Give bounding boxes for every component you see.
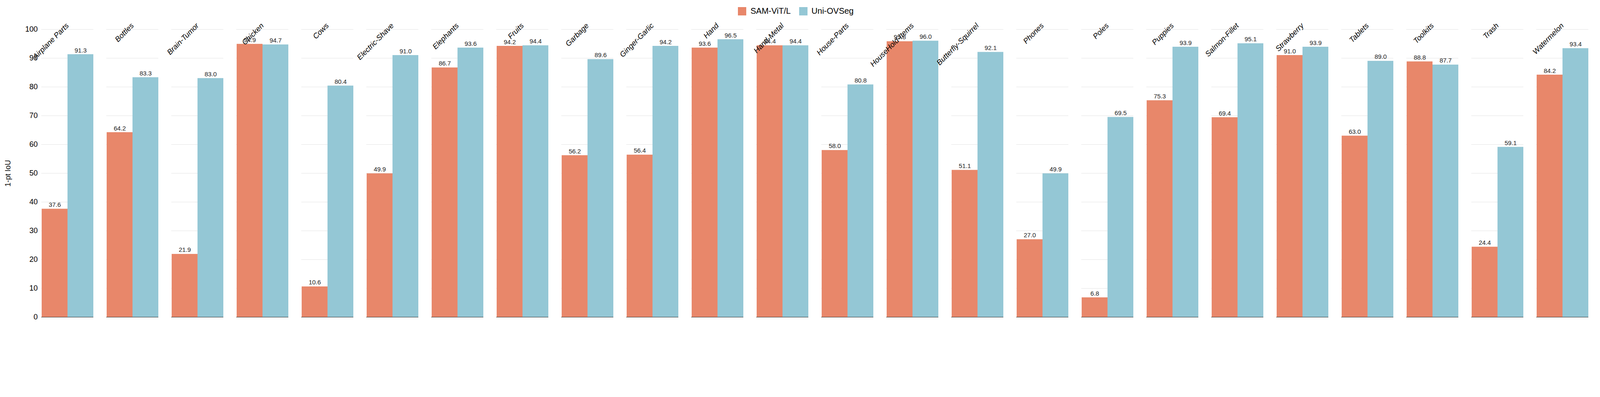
svg-text:70: 70 [29,111,38,120]
svg-text:59.1: 59.1 [1504,139,1517,147]
svg-text:Toolkits: Toolkits [1411,21,1436,45]
svg-text:Hand: Hand [701,21,721,40]
svg-text:94.4: 94.4 [529,37,542,45]
svg-text:96.0: 96.0 [919,32,932,40]
svg-text:80.4: 80.4 [334,77,347,85]
svg-text:Trash: Trash [1481,21,1501,41]
svg-text:94.4: 94.4 [789,37,802,45]
svg-text:Butterfly-Squirrel: Butterfly-Squirrel [935,21,981,68]
svg-text:6.8: 6.8 [1090,289,1100,297]
svg-text:93.6: 93.6 [464,40,477,48]
svg-text:HouseHold-Items: HouseHold-Items [868,21,915,68]
svg-text:Fruits: Fruits [506,21,526,41]
svg-text:89.6: 89.6 [594,51,607,59]
svg-text:Elephants: Elephants [430,21,461,51]
svg-text:1-pt IoU: 1-pt IoU [3,159,13,187]
svg-text:87.7: 87.7 [1439,56,1452,64]
svg-text:91.0: 91.0 [1283,47,1296,55]
svg-text:93.9: 93.9 [1179,39,1192,47]
svg-text:House-Parts: House-Parts [815,21,851,57]
svg-text:10: 10 [29,283,38,293]
svg-text:93.9: 93.9 [1309,39,1322,47]
svg-text:Hand-Metal: Hand-Metal [752,21,786,55]
svg-text:94.4: 94.4 [763,37,776,45]
svg-text:40: 40 [29,197,38,206]
svg-text:95.8: 95.8 [893,33,906,41]
svg-text:60: 60 [29,140,38,149]
html-text:Uni-OVSeg: Uni-OVSeg [811,6,854,16]
svg-text:Ginger-Garlic: Ginger-Garlic [617,21,656,59]
svg-text:Cows: Cows [311,21,331,41]
svg-text:91.0: 91.0 [399,47,412,55]
svg-text:94.7: 94.7 [269,36,282,44]
svg-text:Airplane Parts: Airplane Parts [30,21,71,61]
svg-text:69.4: 69.4 [1218,109,1231,117]
svg-text:93.6: 93.6 [698,40,711,48]
svg-text:63.0: 63.0 [1348,127,1361,135]
svg-text:96.5: 96.5 [724,31,737,39]
svg-text:Salmon-Fillet: Salmon-Fillet [1203,21,1241,59]
svg-text:Brain-Tumor: Brain-Tumor [165,21,201,57]
svg-text:Electric-Shave: Electric-Shave [355,21,396,62]
svg-text:Tablets: Tablets [1347,21,1371,45]
svg-text:100: 100 [25,25,38,34]
svg-text:91.3: 91.3 [74,46,87,54]
svg-text:58.0: 58.0 [828,142,841,150]
svg-text:Poles: Poles [1091,21,1111,41]
svg-text:0: 0 [33,312,38,321]
svg-text:84.2: 84.2 [1543,67,1556,75]
svg-text:94.2: 94.2 [503,38,516,46]
svg-text:93.4: 93.4 [1569,40,1582,48]
svg-text:10.6: 10.6 [308,278,321,286]
svg-text:86.7: 86.7 [438,59,451,67]
svg-text:95.1: 95.1 [1244,35,1257,43]
svg-text:69.5: 69.5 [1114,109,1127,117]
svg-text:80.8: 80.8 [854,76,867,84]
svg-text:49.9: 49.9 [1049,165,1062,173]
svg-text:75.3: 75.3 [1153,92,1166,100]
svg-text:80: 80 [29,82,38,91]
svg-text:90: 90 [29,53,38,63]
svg-text:37.6: 37.6 [48,200,61,208]
svg-text:64.2: 64.2 [113,124,126,132]
svg-text:Garbage: Garbage [563,21,591,48]
svg-text:Strawberry: Strawberry [1273,21,1306,53]
svg-text:Bottles: Bottles [113,21,136,44]
svg-text:Watermelon: Watermelon [1530,21,1566,56]
svg-text:83.0: 83.0 [204,70,217,78]
svg-text:94.2: 94.2 [659,38,672,46]
svg-text:92.1: 92.1 [984,44,997,52]
svg-text:56.4: 56.4 [633,146,646,154]
svg-text:94.9: 94.9 [243,36,256,44]
svg-text:83.3: 83.3 [139,69,152,77]
svg-text:Phones: Phones [1021,21,1046,45]
svg-text:50: 50 [29,168,38,178]
svg-text:27.0: 27.0 [1023,231,1036,239]
svg-text:20: 20 [29,255,38,264]
svg-text:Puppies: Puppies [1150,21,1176,47]
svg-text:49.9: 49.9 [373,165,386,173]
svg-text:51.1: 51.1 [958,162,971,170]
svg-text:89.0: 89.0 [1374,52,1387,60]
svg-text:88.8: 88.8 [1413,53,1426,61]
svg-text:24.4: 24.4 [1478,238,1491,246]
svg-text:56.2: 56.2 [568,147,581,155]
svg-text:Chicken: Chicken [240,21,266,47]
html-text:SAM-ViT/L: SAM-ViT/L [750,6,791,16]
svg-text:30: 30 [29,226,38,235]
svg-text:21.9: 21.9 [178,245,191,253]
